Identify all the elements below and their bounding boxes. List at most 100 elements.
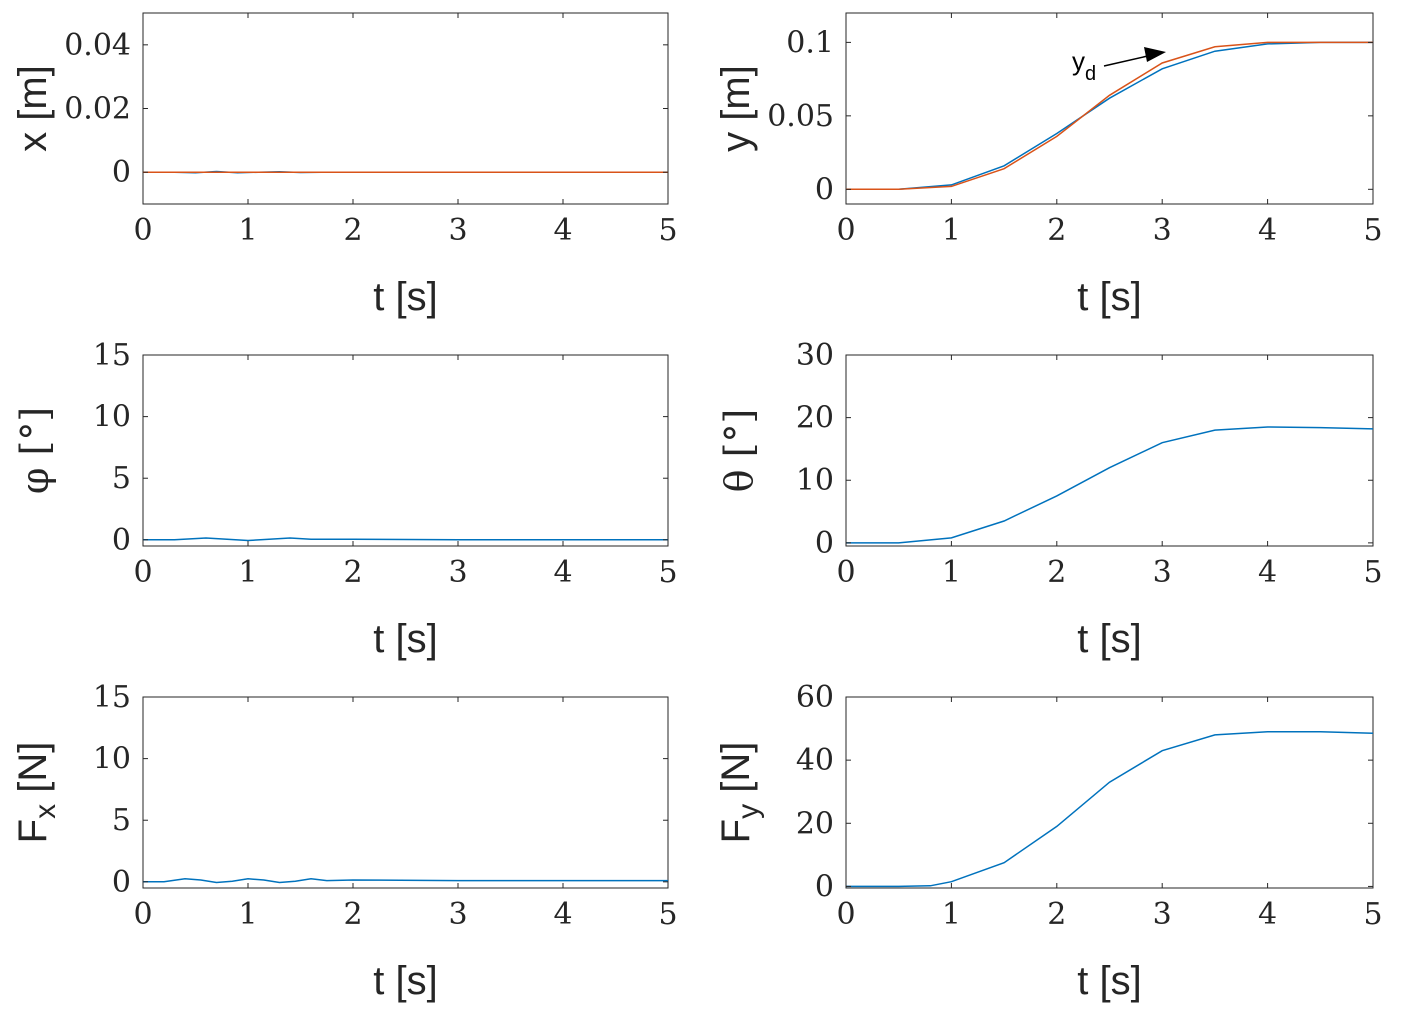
y-tick-label: 0 — [112, 155, 131, 190]
x-tick-label: 0 — [836, 897, 855, 932]
y-axis-label: φ [°] — [13, 407, 57, 494]
x-tick-label: 1 — [942, 897, 961, 932]
panel-phi: 0 1 2 3 4 5 0 5 10 15 t [s] φ [°] — [13, 338, 678, 661]
y-tick-label: 15 — [93, 338, 131, 373]
annotation-label: yd — [1072, 46, 1096, 85]
x-tick-label: 1 — [942, 555, 961, 590]
ticks-layer: 0 1 2 3 4 5 0 10 20 30 — [796, 338, 1383, 590]
x-axis-label: t [s] — [1077, 275, 1141, 319]
y-axis-label-unit: [N] — [714, 742, 758, 804]
plot-frame — [142, 696, 669, 889]
plot-frame — [142, 12, 669, 205]
plot-frame — [845, 354, 1374, 547]
y-axis-label-main: φ [°] — [13, 407, 57, 494]
y-tick-label: 0 — [815, 172, 834, 207]
y-axis-label-main: F — [11, 819, 55, 843]
y-tick-label: 0.05 — [767, 99, 834, 134]
ticks-layer: 0 1 2 3 4 5 0 20 40 60 — [796, 680, 1383, 932]
x-tick-label: 5 — [658, 213, 677, 248]
x-tick-label: 1 — [238, 897, 257, 932]
x-tick-label: 0 — [133, 555, 152, 590]
ticks-layer: 0 1 2 3 4 5 0 5 10 15 — [93, 338, 678, 590]
x-tick-label: 4 — [1258, 213, 1277, 248]
y-axis-label-main: θ [°] — [717, 409, 761, 493]
x-tick-label: 2 — [343, 897, 362, 932]
x-tick-label: 2 — [343, 213, 362, 248]
panel-fy: 0 1 2 3 4 5 0 20 40 60 t [s] Fy [N] — [714, 680, 1383, 1003]
x-tick-label: 0 — [836, 213, 855, 248]
annotation-arrow-head — [1144, 47, 1166, 62]
series-layer — [846, 730, 1374, 888]
y-tick-label: 0.1 — [786, 25, 834, 60]
series-line-0 — [143, 537, 668, 542]
y-tick-label: 0 — [815, 869, 834, 904]
x-tick-label: 2 — [1047, 897, 1066, 932]
y-axis-label-main: y [m] — [714, 65, 758, 152]
x-tick-label: 5 — [658, 555, 677, 590]
ticks-layer: 0 1 2 3 4 5 0 5 10 15 — [93, 680, 678, 932]
series-layer — [846, 426, 1374, 544]
ticks-layer: 0 1 2 3 4 5 0 0.05 0.1 — [767, 13, 1383, 248]
x-tick-label: 4 — [1258, 897, 1277, 932]
x-tick-label: 2 — [343, 555, 362, 590]
series-layer — [143, 878, 668, 884]
series-line-1 — [846, 41, 1373, 191]
panel-fx: 0 1 2 3 4 5 0 5 10 15 t [s] Fx [N] — [11, 680, 678, 1003]
y-tick-label: 10 — [93, 400, 131, 435]
x-tick-label: 2 — [1047, 213, 1066, 248]
y-tick-label: 5 — [112, 461, 131, 496]
x-tick-label: 0 — [133, 897, 152, 932]
y-axis-label-unit: [N] — [11, 742, 55, 804]
y-tick-label: 0 — [112, 865, 131, 900]
y-tick-label: 40 — [796, 743, 834, 778]
y-tick-label: 15 — [93, 680, 131, 715]
y-axis-label: θ [°] — [717, 409, 761, 493]
y-tick-label: 0 — [112, 523, 131, 558]
x-axis-label: t [s] — [373, 959, 437, 1003]
y-tick-label: 5 — [112, 803, 131, 838]
x-tick-label: 5 — [1363, 555, 1382, 590]
plot-frame — [142, 354, 669, 547]
x-tick-label: 3 — [1153, 555, 1172, 590]
x-tick-label: 4 — [553, 555, 572, 590]
x-tick-label: 5 — [1363, 213, 1382, 248]
x-axis-label: t [s] — [1077, 959, 1141, 1003]
x-tick-label: 3 — [448, 555, 467, 590]
y-tick-label: 10 — [796, 463, 834, 498]
plot-frame — [845, 12, 1374, 205]
series-layer — [143, 537, 668, 542]
x-tick-label: 3 — [448, 897, 467, 932]
x-axis-label: t [s] — [373, 275, 437, 319]
x-tick-label: 0 — [836, 555, 855, 590]
x-axis-label: t [s] — [1077, 617, 1141, 661]
y-axis-label: Fy [N] — [714, 742, 765, 844]
y-tick-label: 0.02 — [64, 92, 131, 127]
x-tick-label: 1 — [238, 555, 257, 590]
panel-y: 0 1 2 3 4 5 0 0.05 0.1 t [s] y [m] yd — [714, 12, 1383, 319]
x-tick-label: 3 — [1153, 897, 1172, 932]
x-axis-label: t [s] — [373, 617, 437, 661]
series-line-0 — [143, 878, 668, 884]
y-tick-label: 10 — [93, 742, 131, 777]
ticks-layer: 0 1 2 3 4 5 0 0.02 0.04 — [64, 13, 678, 248]
x-tick-label: 0 — [133, 213, 152, 248]
x-tick-label: 4 — [553, 213, 572, 248]
x-tick-label: 5 — [658, 897, 677, 932]
y-axis-label: y [m] — [714, 65, 758, 152]
panel-x: 0 1 2 3 4 5 0 0.02 0.04 t [s] x [m] — [11, 12, 678, 319]
annotation-arrow-line — [1103, 54, 1153, 67]
yd-annotation: yd — [1072, 46, 1166, 85]
series-line-0 — [846, 41, 1373, 191]
series-line-0 — [846, 730, 1374, 888]
y-tick-label: 0 — [815, 526, 834, 561]
y-tick-label: 0.04 — [64, 28, 131, 63]
y-tick-label: 30 — [796, 338, 834, 373]
x-tick-label: 3 — [1153, 213, 1172, 248]
y-axis-label: x [m] — [11, 65, 55, 152]
y-axis-label-main: F — [714, 819, 758, 843]
y-axis-label-sub: y — [732, 804, 765, 819]
y-tick-label: 20 — [796, 806, 834, 841]
x-tick-label: 3 — [448, 213, 467, 248]
y-axis-label: Fx [N] — [11, 742, 62, 844]
